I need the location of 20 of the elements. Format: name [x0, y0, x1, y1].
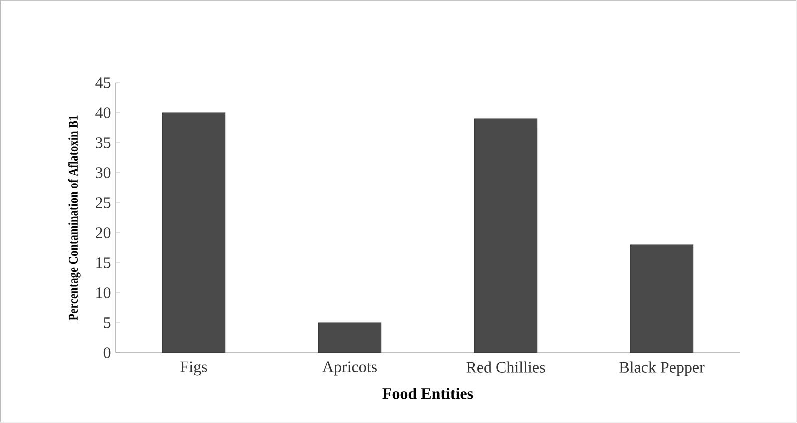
bar — [630, 244, 694, 353]
y-tick-label: 45 — [96, 78, 111, 88]
y-tick-label: 40 — [96, 108, 111, 118]
x-tick-label: Figs — [180, 362, 208, 376]
x-axis-title: Food Entities — [382, 388, 474, 400]
bar — [318, 322, 382, 353]
x-tick-label: Black Pepper — [620, 362, 705, 376]
y-tick-label: 0 — [104, 348, 111, 358]
y-tick-label: 5 — [104, 318, 111, 328]
x-tick-label: Apricots — [322, 362, 377, 376]
y-axis-title: Percentage Contamination of Aflatoxin B1 — [68, 116, 81, 321]
y-tick-label: 30 — [96, 168, 111, 178]
bar — [474, 118, 538, 353]
y-tick-label: 25 — [96, 198, 111, 208]
x-tick-label: Red Chillies — [466, 362, 546, 373]
y-tick-label: 35 — [96, 138, 111, 148]
y-tick-label: 15 — [96, 258, 111, 268]
y-tick-label: 20 — [96, 228, 111, 238]
bar — [162, 112, 226, 353]
y-tick-label: 10 — [96, 288, 111, 298]
